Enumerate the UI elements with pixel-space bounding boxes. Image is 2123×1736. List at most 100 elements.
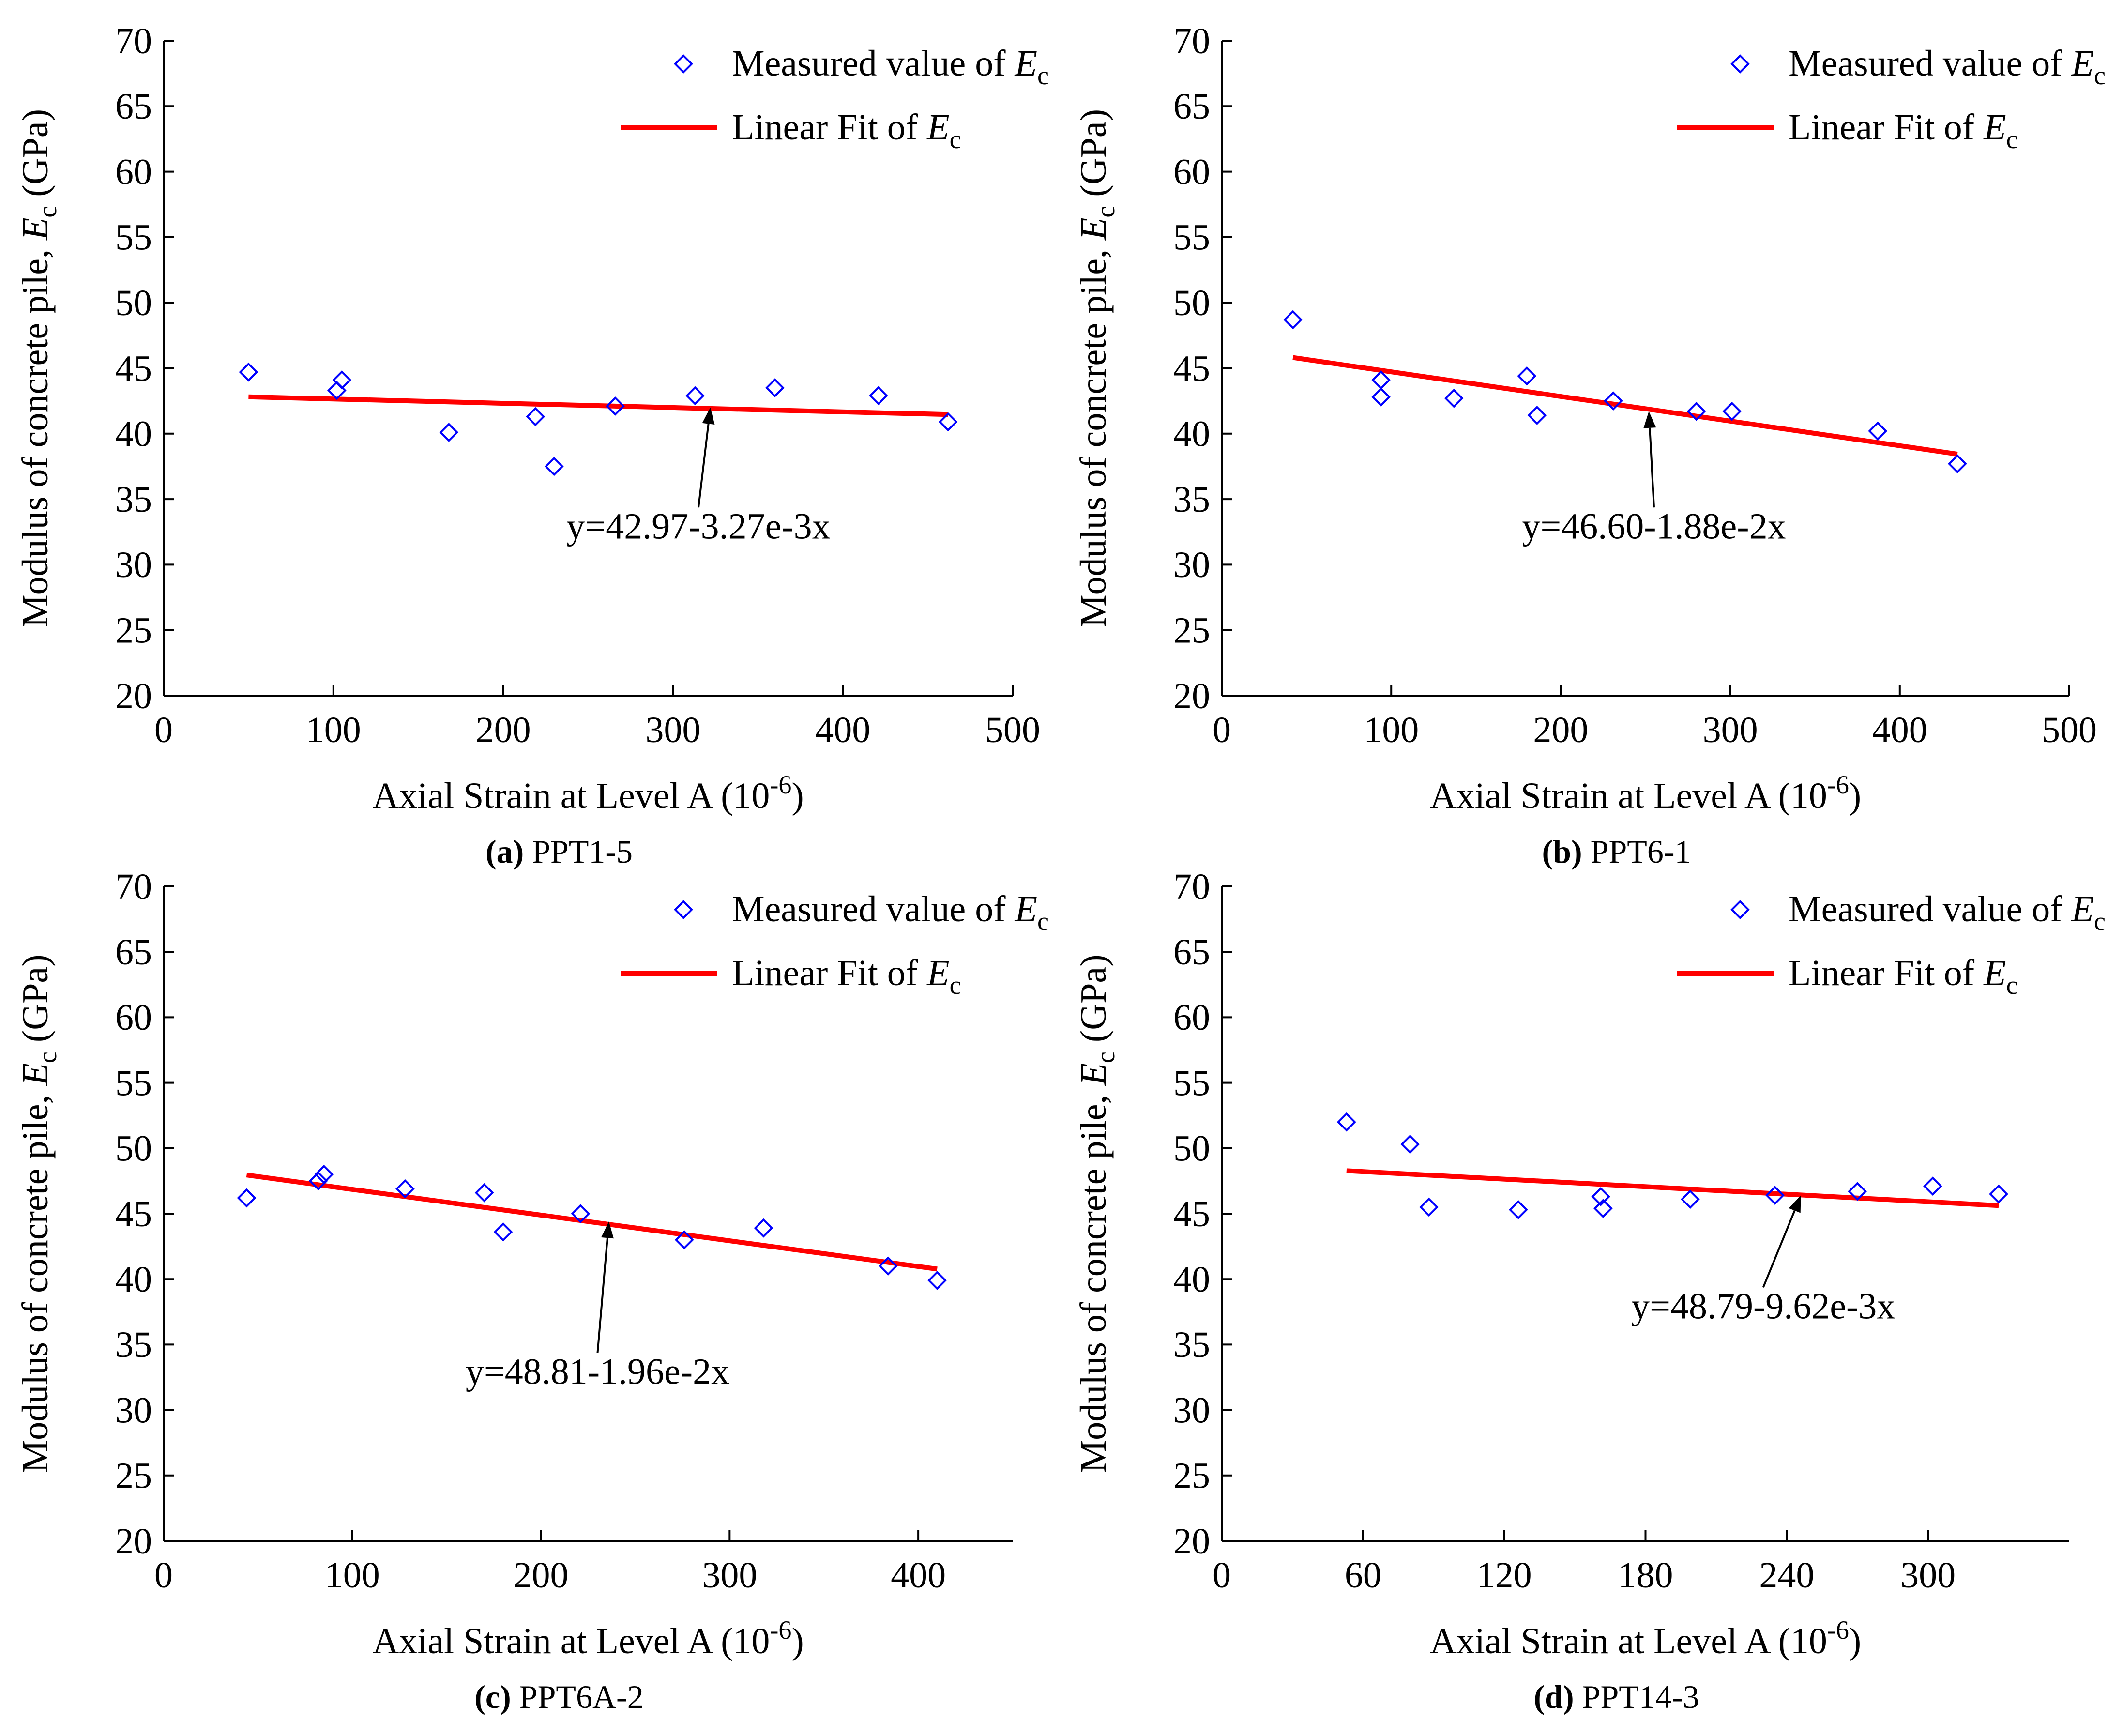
y-axis-label: Modulus of concrete pile, Ec (GPa) (15, 109, 62, 627)
y-tick-label: 50 (1173, 1128, 1210, 1169)
x-axis-label: Axial Strain at Level A (10-6) (1430, 770, 1861, 816)
legend-marker-diamond (674, 54, 693, 74)
legend: Measured value of Ec Linear Fit of Ec (1677, 43, 2106, 154)
fit-equation: y=48.81-1.96e-2x (466, 1352, 729, 1392)
x-tick-label: 200 (476, 710, 531, 750)
y-tick-label: 65 (1173, 932, 1210, 973)
y-tick-label: 40 (115, 414, 152, 455)
y-tick-label: 35 (1173, 479, 1210, 520)
x-tick-label: 500 (985, 710, 1040, 750)
x-tick-label: 100 (325, 1555, 380, 1596)
y-axis-label: Modulus of concrete pile, Ec (GPa) (1073, 109, 1120, 627)
y-tick-label: 45 (1173, 1194, 1210, 1234)
data-point (938, 412, 958, 432)
x-tick-label: 300 (702, 1555, 757, 1596)
chart-panel-c: 20 25 30 35 40 45 50 55 60 65 70 0 100 200 300 400 Axial… (15, 867, 1049, 1715)
x-tick-label: 100 (306, 710, 361, 750)
x-tick-label: 400 (1872, 710, 1927, 750)
fit-equation: y=46.60-1.88e-2x (1522, 506, 1786, 547)
y-tick-label: 60 (1173, 152, 1210, 192)
data-point (878, 1256, 898, 1276)
data-point (869, 386, 888, 406)
legend: Measured value of Ec Linear Fit of Ec (621, 43, 1049, 154)
data-point (1336, 1112, 1356, 1132)
data-point (1868, 421, 1888, 441)
annotation-arrow-line (596, 1237, 608, 1353)
x-tick-label: 200 (1533, 710, 1588, 750)
data-point (493, 1222, 513, 1242)
panel-caption: (a) PPT1-5 (485, 833, 633, 870)
y-tick-label: 65 (115, 932, 152, 973)
data-point (1848, 1182, 1867, 1201)
data-point (1527, 406, 1547, 425)
x-tick-label: 400 (891, 1555, 946, 1596)
legend-label: Linear Fit of Ec (732, 953, 961, 1000)
x-axis-label: Axial Strain at Level A (10-6) (1430, 1615, 1861, 1661)
chart-panel-d: 20 25 30 35 40 45 50 55 60 65 70 0 60 120 180 240 300 Axi… (1073, 867, 2106, 1715)
data-point (1765, 1186, 1785, 1205)
annotation-arrow-line (1649, 427, 1655, 508)
data-point (1444, 388, 1464, 408)
data-point (1517, 366, 1537, 386)
y-tick-label: 45 (115, 348, 152, 389)
y-tick-label: 30 (115, 1390, 152, 1431)
fit-line (248, 394, 948, 417)
data-point (1923, 1176, 1942, 1196)
y-tick-label: 70 (115, 21, 152, 61)
y-tick-label: 70 (1173, 21, 1210, 61)
legend: Measured value of Ec Linear Fit of Ec (1677, 889, 2106, 1000)
x-tick-label: 0 (1213, 1555, 1231, 1596)
data-point (1989, 1184, 2008, 1204)
annotation-arrowhead (601, 1221, 614, 1239)
annotation-arrow-line (1762, 1210, 1796, 1288)
y-tick-label: 50 (115, 283, 152, 323)
panel-caption: (d) PPT14-3 (1534, 1678, 1699, 1715)
legend-label: Measured value of Ec (732, 43, 1049, 90)
data-point (1681, 1189, 1700, 1209)
annotation-arrow-line (698, 424, 710, 508)
data-point (1371, 387, 1391, 407)
y-tick-label: 55 (1173, 217, 1210, 258)
legend-label: Linear Fit of Ec (1789, 953, 2018, 1000)
y-tick-label: 60 (115, 152, 152, 192)
chart-panel-b: 20 25 30 35 40 45 50 55 60 65 70 0 100 200 300 400 500 Ax… (1073, 21, 2106, 870)
data-point (1593, 1199, 1613, 1218)
data-point (1722, 401, 1742, 421)
x-tick-label: 500 (2042, 710, 2097, 750)
y-tick-label: 55 (115, 217, 152, 258)
data-point (1604, 391, 1623, 411)
data-point (474, 1183, 494, 1203)
y-tick-label: 20 (115, 676, 152, 716)
data-point (439, 423, 459, 442)
x-axis-label: Axial Strain at Level A (10-6) (372, 770, 804, 816)
fit-line (246, 1173, 938, 1272)
legend-marker-diamond (1730, 54, 1750, 74)
legend-label: Linear Fit of Ec (1789, 107, 2018, 154)
y-tick-label: 45 (1173, 348, 1210, 389)
data-point (571, 1204, 591, 1223)
x-axis-label: Axial Strain at Level A (10-6) (372, 1615, 804, 1661)
annotation-arrowhead (702, 407, 715, 425)
y-tick-label: 25 (1173, 610, 1210, 651)
fit-line (1346, 1168, 1999, 1208)
y-tick-label: 20 (1173, 676, 1210, 716)
y-tick-label: 60 (115, 997, 152, 1038)
data-point (237, 1188, 257, 1208)
y-tick-label: 55 (1173, 1063, 1210, 1103)
legend-marker-diamond (674, 900, 693, 919)
data-point (606, 396, 625, 416)
y-tick-label: 50 (115, 1128, 152, 1169)
data-point (927, 1271, 947, 1290)
y-tick-label: 40 (1173, 1259, 1210, 1300)
data-point (1400, 1134, 1420, 1154)
y-tick-label: 65 (115, 86, 152, 127)
x-tick-label: 60 (1345, 1555, 1381, 1596)
fit-line (1292, 355, 1958, 457)
y-axis-label: Modulus of concrete pile, Ec (GPa) (15, 955, 62, 1473)
y-tick-label: 70 (1173, 867, 1210, 907)
data-point (526, 407, 546, 426)
y-tick-label: 40 (115, 1259, 152, 1300)
fit-equation: y=42.97-3.27e-3x (566, 506, 830, 547)
y-tick-label: 70 (115, 867, 152, 907)
x-tick-label: 180 (1618, 1555, 1673, 1596)
